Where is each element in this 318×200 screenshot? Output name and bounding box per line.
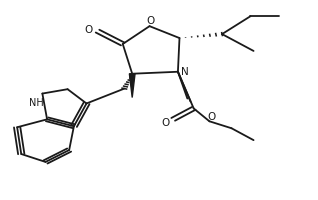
Text: O: O: [85, 25, 93, 35]
Text: O: O: [146, 16, 154, 26]
Polygon shape: [129, 74, 135, 98]
Text: NH: NH: [29, 98, 44, 108]
Text: O: O: [207, 111, 215, 121]
Text: N: N: [181, 67, 189, 77]
Text: O: O: [161, 117, 169, 127]
